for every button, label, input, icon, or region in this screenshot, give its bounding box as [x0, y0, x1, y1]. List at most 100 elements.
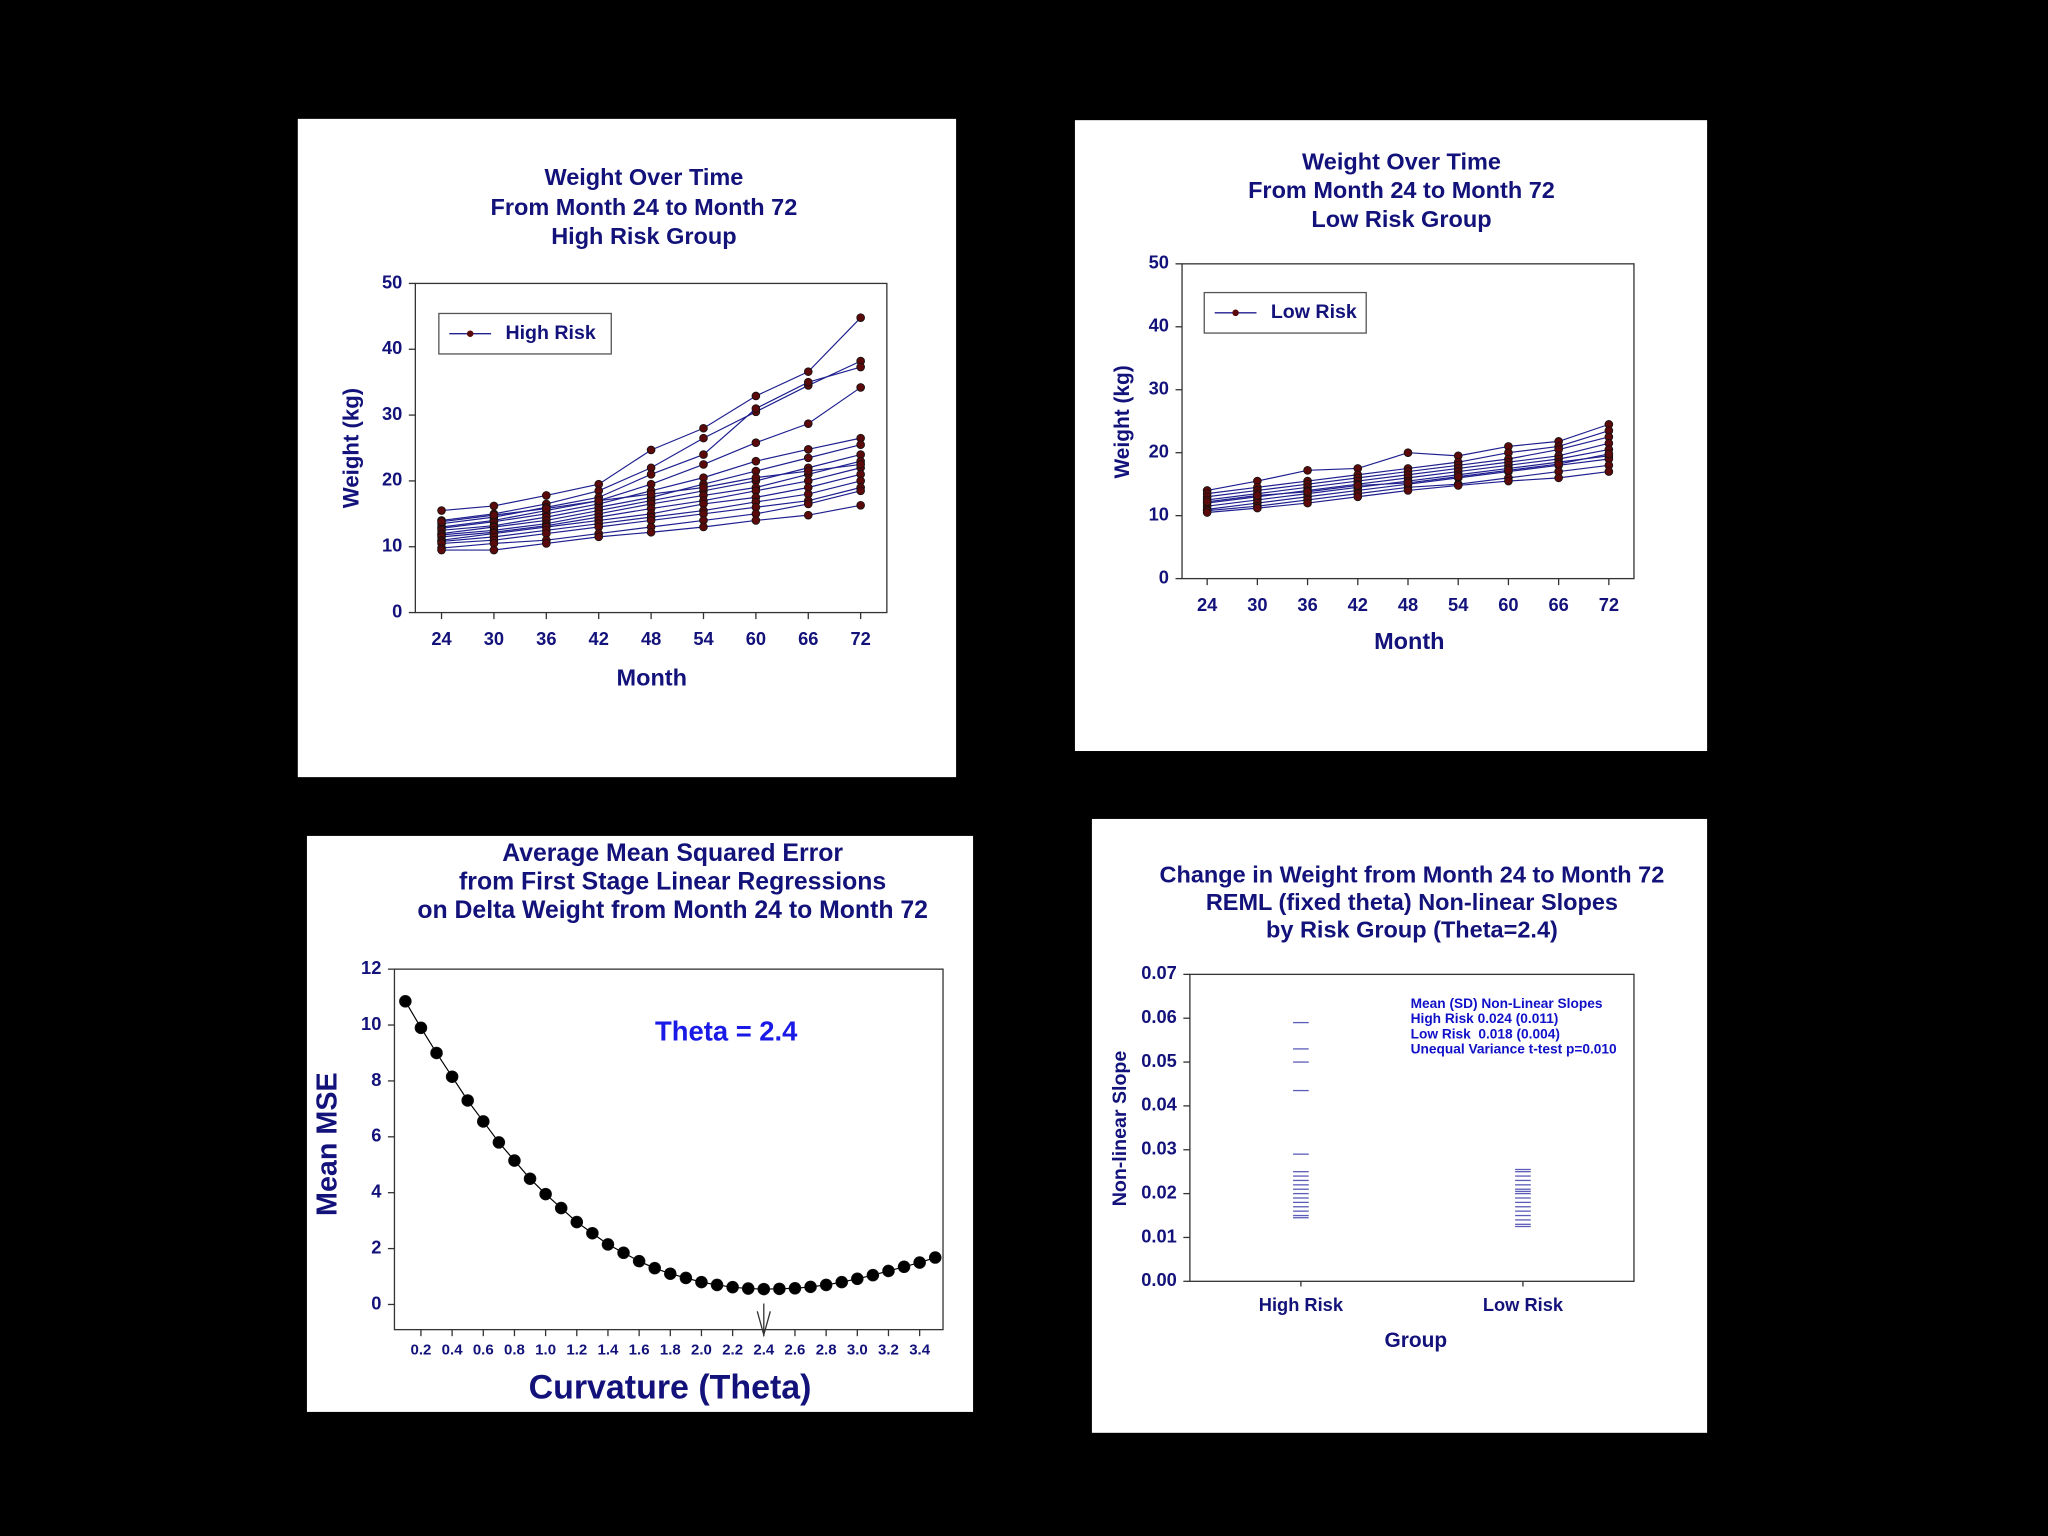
data-point [699, 483, 708, 492]
data-point [477, 1115, 490, 1128]
data-point [489, 545, 499, 555]
x-axis-label: Month [1374, 628, 1444, 654]
data-point [542, 504, 551, 513]
data-point [542, 539, 551, 548]
data-point [804, 1280, 817, 1294]
chart-title: Weight Over Time [544, 164, 743, 190]
data-point [437, 517, 446, 527]
data-point [856, 440, 865, 450]
x-tick-label: 2.8 [816, 1341, 837, 1358]
data-point [803, 367, 813, 376]
x-tick-label: 48 [1398, 594, 1418, 615]
x-tick-label: 54 [693, 628, 714, 649]
data-point [617, 1246, 630, 1260]
data-point [1303, 466, 1312, 475]
x-tick-label: 24 [431, 628, 452, 649]
chart-title: from First Stage Linear Regressions [459, 868, 886, 895]
data-point [856, 383, 865, 392]
data-point [489, 510, 499, 520]
y-tick-label: 0.06 [1141, 1006, 1177, 1027]
chart-title: High Risk Group [551, 223, 736, 249]
y-axis-label: Weight (kg) [339, 388, 364, 508]
x-tick-label: 36 [536, 628, 556, 649]
data-point [803, 510, 813, 520]
data-point [523, 1172, 537, 1185]
x-tick-label: 3.2 [878, 1341, 899, 1358]
y-tick-label: 40 [382, 337, 402, 358]
x-tick-label: 3.0 [847, 1341, 868, 1358]
chart-title: REML (fixed theta) Non-linear Slopes [1206, 889, 1618, 915]
data-point [648, 1261, 661, 1275]
x-tick-label: 36 [1297, 594, 1317, 615]
annotation: Theta = 2.4 [655, 1015, 798, 1046]
data-point [646, 527, 656, 537]
chart-title: Average Mean Squared Error [502, 840, 843, 867]
data-point [803, 445, 813, 454]
x-tick-label: 2.0 [691, 1341, 712, 1358]
data-point [699, 423, 708, 433]
y-tick-label: 10 [361, 1013, 381, 1034]
y-tick-label: 4 [371, 1181, 382, 1202]
y-tick-label: 20 [382, 469, 402, 490]
y-tick-label: 2 [371, 1236, 381, 1257]
data-point [1554, 459, 1563, 469]
x-tick-label: Low Risk [1483, 1294, 1564, 1315]
data-point [445, 1070, 459, 1084]
chart-title: Low Risk Group [1311, 206, 1491, 232]
panel [306, 835, 974, 1412]
data-point [773, 1282, 786, 1296]
data-point [699, 450, 708, 459]
data-point [699, 522, 708, 532]
y-tick-label: 30 [1149, 378, 1169, 399]
x-tick-label: 72 [850, 628, 870, 649]
data-point [710, 1278, 724, 1292]
data-point [414, 1021, 428, 1035]
x-tick-label: 0.2 [411, 1341, 432, 1358]
data-point [594, 532, 604, 542]
y-axis-label: Mean MSE [312, 1072, 344, 1216]
data-point [856, 486, 865, 496]
x-tick-label: 2.6 [785, 1341, 806, 1358]
legend-marker [1232, 309, 1239, 317]
data-point [679, 1271, 693, 1285]
data-point [539, 1187, 552, 1201]
x-tick-label: 2.2 [722, 1341, 743, 1358]
data-point [856, 460, 865, 469]
arrow [756, 1303, 771, 1338]
y-tick-label: 50 [382, 271, 402, 292]
data-point [803, 453, 813, 463]
data-point [430, 1046, 443, 1060]
x-tick-label: 3.4 [909, 1341, 931, 1358]
x-tick-label: 66 [1548, 594, 1568, 615]
data-point [856, 362, 865, 372]
chart-title: From Month 24 to Month 72 [491, 194, 798, 220]
x-tick-label: 72 [1599, 594, 1619, 615]
y-tick-label: 0.05 [1141, 1050, 1177, 1071]
data-point [928, 1251, 942, 1264]
y-axis-label: Weight (kg) [1111, 365, 1134, 478]
data-point [741, 1282, 755, 1295]
x-tick-label: 42 [1348, 594, 1368, 615]
data-point [1604, 449, 1614, 459]
data-point [554, 1201, 568, 1215]
note: Mean (SD) Non-Linear Slopes [1411, 996, 1603, 1011]
data-point [570, 1215, 584, 1229]
data-point [1554, 473, 1563, 483]
x-tick-label: 66 [798, 628, 818, 649]
x-tick-label: 42 [589, 628, 609, 649]
note: Unequal Variance t-test p=0.010 [1411, 1041, 1617, 1056]
data-point [699, 433, 708, 443]
data-point [803, 466, 813, 476]
data-point [751, 391, 761, 401]
y-tick-label: 0.00 [1141, 1269, 1177, 1290]
y-tick-label: 12 [361, 957, 381, 978]
data-point [866, 1268, 880, 1282]
x-tick-label: 30 [1247, 594, 1267, 615]
data-point [1604, 467, 1614, 476]
data-point [594, 496, 604, 505]
x-axis-label: Group [1385, 1329, 1448, 1352]
data-point [437, 506, 446, 515]
note: High Risk 0.024 (0.011) [1411, 1011, 1559, 1026]
note: Low Risk 0.018 (0.004) [1411, 1026, 1560, 1041]
